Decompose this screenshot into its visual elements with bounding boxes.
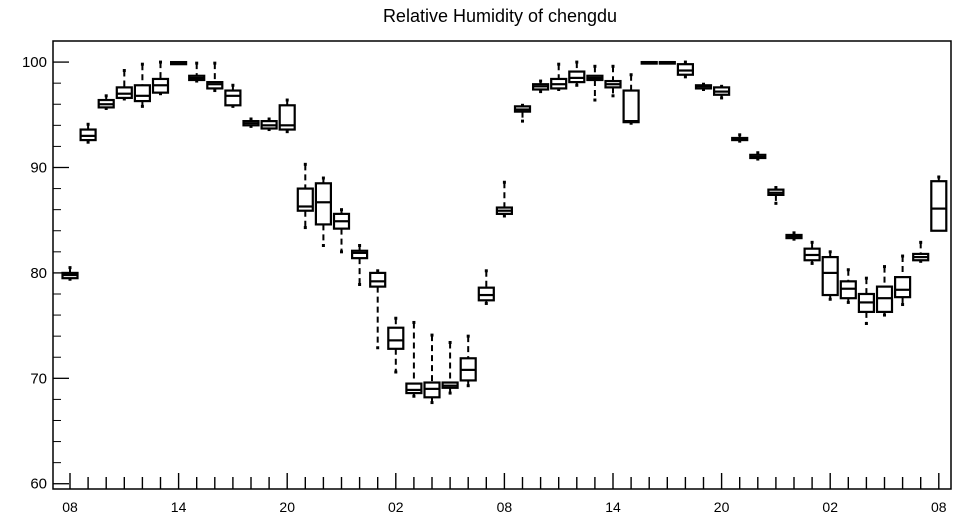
box-body: [930, 180, 948, 232]
box-45: [875, 265, 894, 317]
box-8: [206, 61, 224, 93]
box-17: [369, 269, 387, 350]
box-19: [405, 320, 423, 398]
box-41: [803, 240, 821, 265]
x-tick-label: 08: [931, 499, 947, 515]
x-tick-label: 20: [714, 499, 730, 515]
box-25: [513, 103, 532, 123]
plot-frame: [52, 40, 952, 490]
box-body: [133, 84, 151, 103]
box-body: [296, 187, 314, 212]
box-14: [314, 176, 332, 247]
x-axis: 08 14 20 02 08 14 20 02 08: [62, 473, 947, 515]
x-tick-label: 02: [822, 499, 838, 515]
x-tick-label: 14: [605, 499, 621, 515]
chart-title: Relative Humidity of chengdu: [383, 6, 617, 26]
box-27: [550, 62, 568, 91]
box-35: [694, 82, 713, 91]
box-21: [441, 340, 459, 395]
box-47: [912, 240, 930, 263]
box-43: [839, 268, 857, 304]
box-39: [767, 186, 785, 205]
box-30: [604, 64, 622, 98]
box-2: [97, 94, 115, 110]
y-tick-label: 80: [30, 265, 47, 282]
box-15: [332, 208, 351, 254]
box-body: [314, 182, 332, 226]
box-body: [821, 255, 839, 297]
box-12: [278, 98, 296, 134]
box-23: [477, 269, 495, 305]
box-7: [188, 61, 206, 83]
y-tick-label: 100: [22, 54, 47, 71]
boxes: [61, 60, 948, 405]
box-46: [893, 254, 912, 307]
box-body: [387, 326, 405, 350]
x-tick-label: 02: [388, 499, 404, 515]
box-31: [622, 73, 640, 125]
box-42: [821, 250, 839, 301]
box-48: [930, 175, 948, 232]
box-body: [622, 89, 640, 124]
box-20: [423, 333, 441, 405]
box-9: [224, 83, 242, 108]
box-24: [495, 180, 513, 218]
x-tick-label: 08: [497, 499, 513, 515]
box-36: [712, 84, 731, 100]
box-body: [278, 104, 296, 131]
box-32: [640, 60, 658, 65]
box-38: [749, 151, 767, 161]
box-6: [170, 60, 188, 66]
box-body: [369, 271, 387, 288]
box-body: [893, 276, 912, 299]
box-body: [405, 382, 423, 395]
box-3: [115, 69, 133, 101]
box-10: [242, 117, 260, 128]
box-28: [568, 60, 586, 87]
box-0: [61, 266, 79, 281]
y-tick-label: 90: [30, 159, 47, 176]
box-13: [296, 162, 314, 230]
box-40: [785, 231, 803, 241]
x-tick-label: 14: [171, 499, 187, 515]
box-33: [658, 60, 676, 65]
y-tick-label: 70: [30, 370, 47, 387]
box-37: [731, 133, 749, 143]
box-body: [351, 249, 369, 260]
box-11: [260, 117, 278, 132]
x-tick-label: 08: [62, 499, 78, 515]
box-18: [387, 316, 405, 374]
box-5: [151, 60, 170, 96]
box-body: [224, 89, 242, 107]
x-tick-label: 20: [279, 499, 295, 515]
box-26: [531, 79, 550, 94]
y-axis: 60 70 80 90 100: [22, 40, 69, 493]
box-44: [857, 276, 876, 326]
box-22: [459, 334, 477, 388]
box-29: [586, 64, 604, 102]
box-1: [79, 122, 97, 144]
box-4: [133, 62, 151, 108]
box-34: [676, 60, 695, 79]
box-16: [351, 243, 369, 287]
y-tick-label: 60: [30, 476, 47, 493]
